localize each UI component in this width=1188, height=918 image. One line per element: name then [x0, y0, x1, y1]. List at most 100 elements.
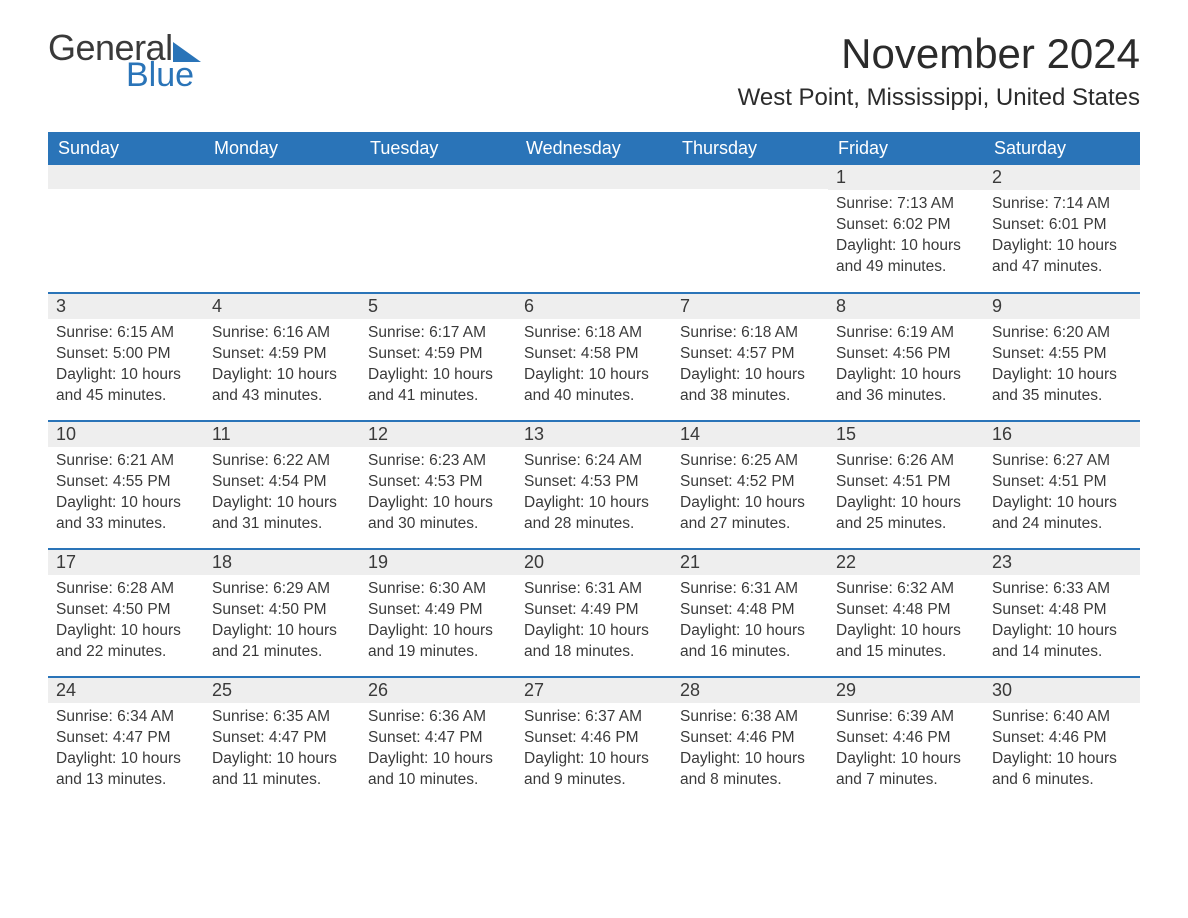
calendar-cell: 27Sunrise: 6:37 AMSunset: 4:46 PMDayligh…: [516, 677, 672, 805]
sunrise-line: Sunrise: 7:14 AM: [992, 194, 1132, 215]
calendar-week: 1Sunrise: 7:13 AMSunset: 6:02 PMDaylight…: [48, 165, 1140, 293]
daylight-line: Daylight: 10 hours and 49 minutes.: [836, 236, 976, 278]
calendar-cell: 2Sunrise: 7:14 AMSunset: 6:01 PMDaylight…: [984, 165, 1140, 293]
daynum: 25: [204, 678, 360, 703]
logo-word2: Blue: [126, 58, 201, 92]
sunset-line: Sunset: 4:49 PM: [368, 600, 508, 621]
calendar-cell: 25Sunrise: 6:35 AMSunset: 4:47 PMDayligh…: [204, 677, 360, 805]
daybody: Sunrise: 6:20 AMSunset: 4:55 PMDaylight:…: [984, 319, 1140, 415]
daybody: Sunrise: 6:18 AMSunset: 4:57 PMDaylight:…: [672, 319, 828, 415]
calendar-cell: 20Sunrise: 6:31 AMSunset: 4:49 PMDayligh…: [516, 549, 672, 677]
daylight-line: Daylight: 10 hours and 30 minutes.: [368, 493, 508, 535]
daybody: Sunrise: 6:30 AMSunset: 4:49 PMDaylight:…: [360, 575, 516, 671]
daynum: 13: [516, 422, 672, 447]
calendar-cell: [204, 165, 360, 293]
sunset-line: Sunset: 4:59 PM: [368, 344, 508, 365]
sunset-line: Sunset: 4:50 PM: [212, 600, 352, 621]
daybody: Sunrise: 6:16 AMSunset: 4:59 PMDaylight:…: [204, 319, 360, 415]
daylight-line: Daylight: 10 hours and 47 minutes.: [992, 236, 1132, 278]
daynum: 20: [516, 550, 672, 575]
daylight-line: Daylight: 10 hours and 10 minutes.: [368, 749, 508, 791]
sunrise-line: Sunrise: 6:20 AM: [992, 323, 1132, 344]
daylight-line: Daylight: 10 hours and 31 minutes.: [212, 493, 352, 535]
daybody: Sunrise: 7:14 AMSunset: 6:01 PMDaylight:…: [984, 190, 1140, 286]
daynum: 3: [48, 294, 204, 319]
daybody: Sunrise: 6:34 AMSunset: 4:47 PMDaylight:…: [48, 703, 204, 799]
daynum: 2: [984, 165, 1140, 190]
daynum: 14: [672, 422, 828, 447]
daylight-line: Daylight: 10 hours and 25 minutes.: [836, 493, 976, 535]
sunset-line: Sunset: 4:48 PM: [836, 600, 976, 621]
daynum: 8: [828, 294, 984, 319]
daybody: Sunrise: 6:23 AMSunset: 4:53 PMDaylight:…: [360, 447, 516, 543]
weekday-header: Sunday: [48, 132, 204, 165]
daynum: 18: [204, 550, 360, 575]
daybody: Sunrise: 6:27 AMSunset: 4:51 PMDaylight:…: [984, 447, 1140, 543]
daylight-line: Daylight: 10 hours and 43 minutes.: [212, 365, 352, 407]
daynum: 15: [828, 422, 984, 447]
calendar-cell: 26Sunrise: 6:36 AMSunset: 4:47 PMDayligh…: [360, 677, 516, 805]
calendar-cell: 8Sunrise: 6:19 AMSunset: 4:56 PMDaylight…: [828, 293, 984, 421]
daybody: Sunrise: 6:33 AMSunset: 4:48 PMDaylight:…: [984, 575, 1140, 671]
sunset-line: Sunset: 4:58 PM: [524, 344, 664, 365]
daybody: Sunrise: 6:40 AMSunset: 4:46 PMDaylight:…: [984, 703, 1140, 799]
sunrise-line: Sunrise: 6:34 AM: [56, 707, 196, 728]
sunset-line: Sunset: 4:52 PM: [680, 472, 820, 493]
sunrise-line: Sunrise: 6:23 AM: [368, 451, 508, 472]
logo: General Blue: [48, 30, 201, 92]
calendar-cell: 22Sunrise: 6:32 AMSunset: 4:48 PMDayligh…: [828, 549, 984, 677]
daynum: 28: [672, 678, 828, 703]
sunset-line: Sunset: 4:48 PM: [992, 600, 1132, 621]
daybody: Sunrise: 6:29 AMSunset: 4:50 PMDaylight:…: [204, 575, 360, 671]
daylight-line: Daylight: 10 hours and 36 minutes.: [836, 365, 976, 407]
sunrise-line: Sunrise: 6:25 AM: [680, 451, 820, 472]
calendar-cell: 14 Sunrise: 6:25 AMSunset: 4:52 PMDayligh…: [672, 421, 828, 549]
daybody: Sunrise: 6:32 AMSunset: 4:48 PMDaylight:…: [828, 575, 984, 671]
sunrise-line: Sunrise: 6:32 AM: [836, 579, 976, 600]
daynum: 5: [360, 294, 516, 319]
calendar-cell: 29Sunrise: 6:39 AMSunset: 4:46 PMDayligh…: [828, 677, 984, 805]
sunrise-line: Sunrise: 6:39 AM: [836, 707, 976, 728]
daynum: 26: [360, 678, 516, 703]
sunset-line: Sunset: 4:48 PM: [680, 600, 820, 621]
weekday-header-row: SundayMondayTuesdayWednesdayThursdayFrid…: [48, 132, 1140, 165]
calendar-cell: 1Sunrise: 7:13 AMSunset: 6:02 PMDaylight…: [828, 165, 984, 293]
sunset-line: Sunset: 4:55 PM: [992, 344, 1132, 365]
sunset-line: Sunset: 4:47 PM: [212, 728, 352, 749]
calendar-cell: 18Sunrise: 6:29 AMSunset: 4:50 PMDayligh…: [204, 549, 360, 677]
sunrise-line: Sunrise: 6:26 AM: [836, 451, 976, 472]
daynum: 10: [48, 422, 204, 447]
daynum: 1: [828, 165, 984, 190]
sunrise-line: Sunrise: 6:35 AM: [212, 707, 352, 728]
daynum: 11: [204, 422, 360, 447]
calendar-cell: 13Sunrise: 6:24 AMSunset: 4:53 PMDayligh…: [516, 421, 672, 549]
sunset-line: Sunset: 4:53 PM: [368, 472, 508, 493]
daynum-empty: [360, 165, 516, 189]
sunset-line: Sunset: 6:02 PM: [836, 215, 976, 236]
daybody: Sunrise: 6:28 AMSunset: 4:50 PMDaylight:…: [48, 575, 204, 671]
calendar-cell: 5Sunrise: 6:17 AMSunset: 4:59 PMDaylight…: [360, 293, 516, 421]
daylight-line: Daylight: 10 hours and 27 minutes.: [680, 493, 820, 535]
calendar-cell: 15Sunrise: 6:26 AMSunset: 4:51 PMDayligh…: [828, 421, 984, 549]
daynum: 23: [984, 550, 1140, 575]
sunset-line: Sunset: 4:46 PM: [524, 728, 664, 749]
daylight-line: Daylight: 10 hours and 6 minutes.: [992, 749, 1132, 791]
weekday-header: Thursday: [672, 132, 828, 165]
calendar-cell: [672, 165, 828, 293]
sunset-line: Sunset: 4:47 PM: [56, 728, 196, 749]
sunset-line: Sunset: 6:01 PM: [992, 215, 1132, 236]
sunset-line: Sunset: 4:59 PM: [212, 344, 352, 365]
daynum: 7: [672, 294, 828, 319]
daylight-line: Daylight: 10 hours and 41 minutes.: [368, 365, 508, 407]
daynum: 27: [516, 678, 672, 703]
sunset-line: Sunset: 4:54 PM: [212, 472, 352, 493]
sunrise-line: Sunrise: 6:21 AM: [56, 451, 196, 472]
daybody: Sunrise: 6:22 AMSunset: 4:54 PMDaylight:…: [204, 447, 360, 543]
daynum: 21: [672, 550, 828, 575]
calendar-cell: 12Sunrise: 6:23 AMSunset: 4:53 PMDayligh…: [360, 421, 516, 549]
daybody: Sunrise: 6:19 AMSunset: 4:56 PMDaylight:…: [828, 319, 984, 415]
weekday-header: Tuesday: [360, 132, 516, 165]
sunrise-line: Sunrise: 6:24 AM: [524, 451, 664, 472]
daynum: 4: [204, 294, 360, 319]
daylight-line: Daylight: 10 hours and 15 minutes.: [836, 621, 976, 663]
